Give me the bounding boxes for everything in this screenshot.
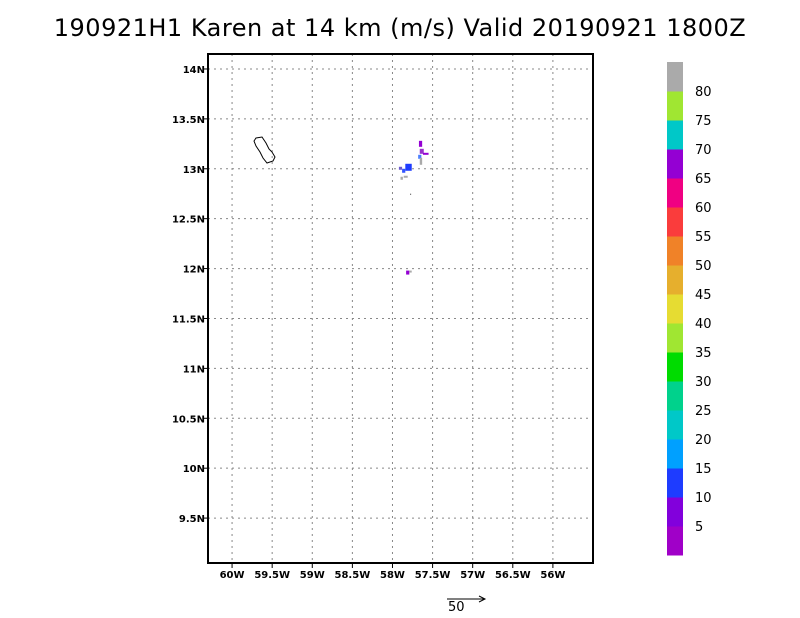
wind-patch (403, 175, 408, 178)
colorbar-segment (667, 526, 683, 556)
colorbar-segment (667, 294, 683, 324)
plot-frame (207, 53, 594, 564)
lon-tick-label: 57W (460, 570, 485, 581)
colorbar-label: 5 (695, 520, 703, 535)
arrow-head (478, 595, 487, 603)
colorbar-segment (667, 236, 683, 266)
longitude-ticks: 60W 59.5W 59W 58.5W 58W 57.5W 57W 56.5W 56W (220, 563, 565, 581)
lat-tick-label: 9.5N (179, 514, 205, 525)
colorbar-segment (667, 381, 683, 411)
lat-tick-label: 12.5N (172, 215, 205, 226)
grid-lines (208, 54, 593, 563)
colorbar-segment (667, 352, 683, 382)
wind-patch (418, 140, 423, 147)
colorbar-segment (667, 323, 683, 353)
lat-tick-label: 11.5N (172, 314, 205, 325)
colorbar-label: 25 (695, 404, 712, 419)
latitude-ticks: 14N 13.5N 13N 12.5N 12N 11.5N 11N 10.5N 10N 9.5N (172, 65, 208, 525)
colorbar-label: 60 (695, 201, 712, 216)
lat-tick-label: 13.5N (172, 115, 205, 126)
lat-tick-label: 13N (183, 165, 205, 176)
colorbar-segment (667, 207, 683, 237)
chart-title: 190921H1 Karen at 14 km (m/s) Valid 2019… (53, 14, 747, 42)
lon-tick-label: 58.5W (335, 570, 371, 581)
wind-patch (398, 166, 403, 170)
colorbar-label: 40 (695, 317, 712, 332)
colorbar: 5 10 15 20 25 30 35 40 45 50 55 60 65 70 75 80 (667, 62, 712, 556)
colorbar-label: 20 (695, 433, 712, 448)
colorbar-label: 10 (695, 491, 712, 506)
lon-tick-label: 58W (380, 570, 405, 581)
wind-patch (405, 163, 412, 171)
colorbar-label: 45 (695, 288, 712, 303)
lat-tick-label: 12N (183, 265, 205, 276)
wind-patch (419, 157, 423, 165)
lon-tick-label: 57.5W (415, 570, 451, 581)
colorbar-label: 35 (695, 346, 712, 361)
lat-tick-label: 11N (183, 364, 205, 375)
colorbar-segment (667, 497, 683, 527)
wind-patch (410, 193, 412, 195)
colorbar-segment (667, 410, 683, 440)
colorbar-segment (667, 468, 683, 498)
lon-tick-label: 59W (300, 570, 325, 581)
lon-tick-label: 59.5W (254, 570, 290, 581)
wind-patch (400, 176, 403, 180)
colorbar-segment (667, 62, 683, 92)
wind-patches (398, 140, 429, 275)
colorbar-label: 30 (695, 375, 712, 390)
wind-patch (409, 270, 412, 273)
colorbar-segment (667, 178, 683, 208)
colorbar-label: 75 (695, 114, 712, 129)
colorbar-label: 55 (695, 230, 712, 245)
lon-tick-label: 60W (220, 570, 245, 581)
wind-patch (422, 152, 429, 155)
colorbar-segment (667, 439, 683, 469)
wind-patch (402, 168, 406, 173)
colorbar-segment (667, 265, 683, 295)
colorbar-segment (667, 91, 683, 121)
reference-vector (447, 595, 487, 603)
wind-patch (418, 154, 422, 159)
colorbar-segment (667, 149, 683, 179)
wind-patch (419, 148, 424, 154)
lon-tick-label: 56.5W (495, 570, 531, 581)
barbados-coastline (253, 136, 276, 164)
lat-tick-label: 10N (183, 464, 205, 475)
colorbar-label: 70 (695, 143, 712, 158)
lon-tick-label: 56W (540, 570, 565, 581)
colorbar-label: 50 (695, 259, 712, 274)
colorbar-label: 80 (695, 85, 712, 100)
lat-tick-label: 10.5N (172, 414, 205, 425)
colorbar-segment (667, 120, 683, 150)
reference-vector-label: 50 (448, 600, 465, 615)
colorbar-label: 15 (695, 462, 712, 477)
wind-patch (406, 270, 410, 275)
colorbar-label: 65 (695, 172, 712, 187)
lat-tick-label: 14N (183, 65, 205, 76)
